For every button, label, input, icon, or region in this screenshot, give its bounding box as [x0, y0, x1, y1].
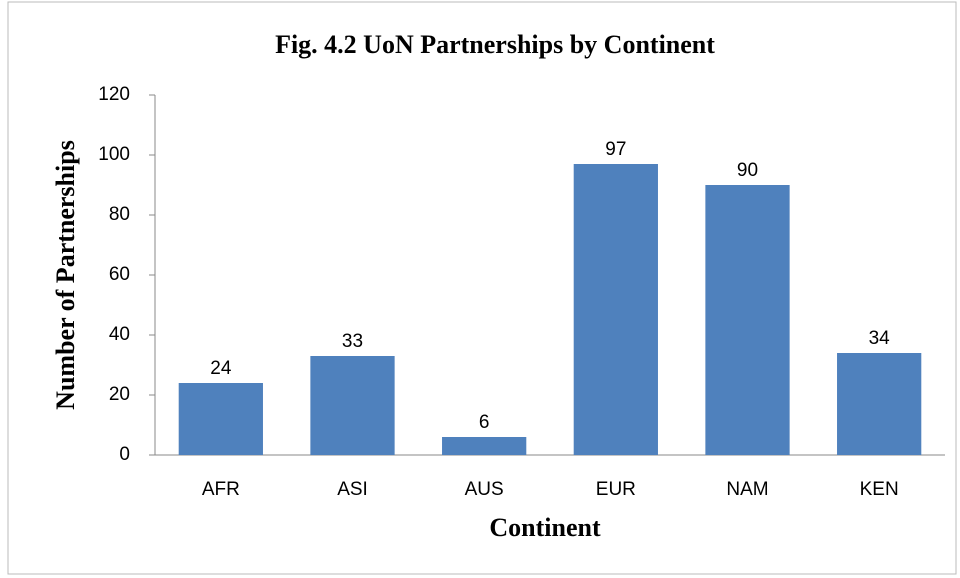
x-tick-label: KEN: [860, 479, 899, 500]
data-label: 24: [210, 358, 232, 379]
chart-title: Fig. 4.2 UoN Partnerships by Continent: [275, 30, 715, 59]
bar: [178, 383, 263, 455]
x-tick-label: ASI: [337, 479, 368, 500]
data-label: 90: [737, 160, 758, 181]
bar: [442, 437, 527, 455]
x-tick-label: EUR: [596, 479, 636, 500]
x-tick-label: AUS: [465, 479, 504, 500]
y-tick-label: 100: [98, 144, 130, 165]
x-tick-label: NAM: [726, 479, 768, 500]
data-label: 97: [605, 139, 626, 160]
y-axis-label: Number of Partnerships: [51, 140, 80, 410]
chart-border: [7, 1, 957, 575]
bar: [573, 164, 658, 455]
bar: [310, 356, 395, 455]
y-tick-label: 40: [109, 324, 130, 345]
bar: [705, 185, 790, 455]
y-tick-label: 0: [119, 444, 130, 465]
bar: [837, 353, 922, 455]
data-label: 34: [869, 328, 891, 349]
y-tick-label: 60: [109, 264, 130, 285]
x-tick-label: AFR: [202, 479, 240, 500]
data-label: 33: [342, 331, 363, 352]
y-tick-label: 80: [109, 204, 130, 225]
y-tick-label: 120: [98, 84, 130, 105]
data-label: 6: [479, 412, 490, 433]
y-tick-label: 20: [109, 384, 130, 405]
x-axis-label: Continent: [489, 513, 601, 542]
